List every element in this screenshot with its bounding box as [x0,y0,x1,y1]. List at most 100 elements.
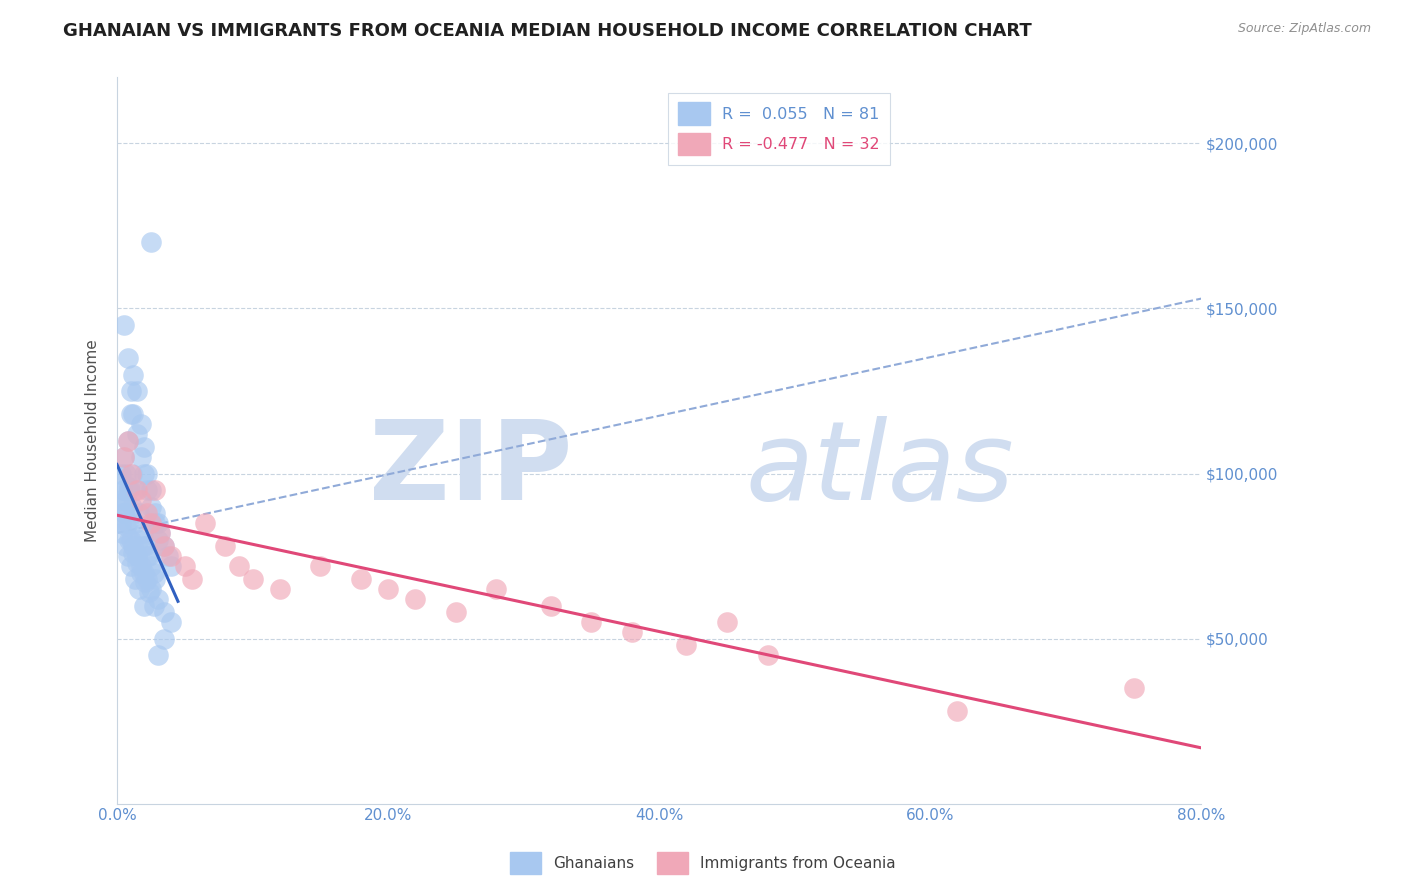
Point [110,492,132,507]
Text: Source: ZipAtlas.com: Source: ZipAtlas.com [1237,22,1371,36]
Point [118,533,141,547]
Point [946,704,969,718]
Point [581,615,603,629]
Point [377,582,399,596]
Point [675,638,697,652]
Point [143,506,166,520]
Point [132,599,155,613]
Point [131,450,153,464]
Point [146,648,169,662]
Point [242,572,264,586]
Point [134,575,156,590]
Point [146,516,169,530]
Point [132,467,155,481]
Point [160,558,183,573]
Point [404,591,426,606]
Point [132,566,155,580]
Point [131,558,153,573]
Point [143,483,166,497]
Legend: R =  0.055   N = 81, R = -0.477   N = 32: R = 0.055 N = 81, R = -0.477 N = 32 [668,93,890,165]
Point [112,483,135,497]
Point [117,434,139,448]
Point [146,533,169,547]
Point [194,516,217,530]
Point [157,549,180,563]
Point [112,450,135,464]
Point [309,558,332,573]
Point [135,483,157,497]
Point [111,483,134,497]
Point [269,582,291,596]
Point [115,492,138,507]
Point [128,533,150,547]
Point [350,572,373,586]
Point [127,549,149,563]
Point [122,407,145,421]
Point [127,426,149,441]
Point [132,440,155,454]
Point [444,605,467,619]
Point [118,480,141,494]
Point [114,539,136,553]
Point [139,558,162,573]
Point [131,492,153,507]
Point [124,483,146,497]
Point [139,516,162,530]
Point [131,566,153,580]
Point [122,546,145,560]
Point [114,500,136,514]
Point [120,384,142,398]
Point [143,516,166,530]
Point [122,539,145,553]
Point [132,539,155,553]
Point [132,525,155,540]
Point [131,417,153,431]
Point [118,483,141,497]
Point [153,539,176,553]
Text: GHANAIAN VS IMMIGRANTS FROM OCEANIA MEDIAN HOUSEHOLD INCOME CORRELATION CHART: GHANAIAN VS IMMIGRANTS FROM OCEANIA MEDI… [63,22,1032,40]
Point [117,516,139,530]
Point [138,549,160,563]
Point [160,615,183,629]
Point [153,539,176,553]
Point [127,483,149,497]
Point [139,500,162,514]
Point [143,572,166,586]
Point [120,467,142,481]
Point [139,483,162,497]
Point [121,467,143,481]
Point [142,566,165,580]
Point [135,467,157,481]
Point [127,556,149,570]
Text: atlas: atlas [745,416,1015,523]
Point [115,519,138,533]
Point [135,549,157,563]
Text: ZIP: ZIP [368,416,572,523]
Point [139,582,162,596]
Point [117,434,139,448]
Point [138,585,160,599]
Point [127,384,149,398]
Point [117,549,139,563]
Point [139,235,162,250]
Point [135,572,157,586]
Point [120,558,142,573]
Point [756,648,779,662]
Point [110,516,132,530]
Point [121,500,143,514]
Point [122,368,145,382]
Y-axis label: Median Household Income: Median Household Income [86,339,100,542]
Point [180,572,202,586]
Point [112,450,135,464]
Point [112,506,135,520]
Point [149,525,172,540]
Point [134,539,156,553]
Point [110,467,132,481]
Point [160,549,183,563]
Point [149,525,172,540]
Point [716,615,738,629]
Point [621,624,644,639]
Point [120,533,142,547]
Point [153,605,176,619]
Point [112,318,135,332]
